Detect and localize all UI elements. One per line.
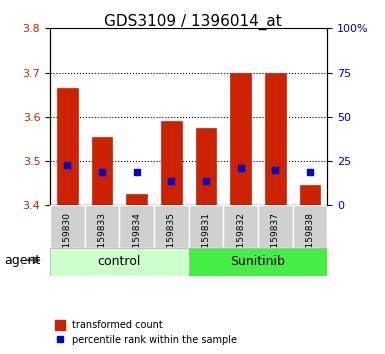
FancyBboxPatch shape	[50, 248, 189, 276]
FancyBboxPatch shape	[258, 205, 293, 248]
FancyBboxPatch shape	[85, 205, 119, 248]
Text: GSM159838: GSM159838	[305, 212, 315, 267]
Bar	[57, 88, 78, 205]
Text: Sunitinib: Sunitinib	[231, 256, 285, 268]
Text: GSM159831: GSM159831	[201, 212, 211, 267]
Bar	[300, 185, 320, 205]
Bar	[161, 121, 182, 205]
FancyBboxPatch shape	[119, 205, 154, 248]
FancyBboxPatch shape	[50, 205, 85, 248]
FancyBboxPatch shape	[293, 205, 327, 248]
Text: GSM159834: GSM159834	[132, 212, 141, 267]
FancyBboxPatch shape	[189, 248, 327, 276]
FancyBboxPatch shape	[223, 205, 258, 248]
Bar	[230, 73, 251, 205]
Text: GSM159832: GSM159832	[236, 212, 245, 267]
Text: GDS3109 / 1396014_at: GDS3109 / 1396014_at	[104, 14, 281, 30]
Text: GSM159835: GSM159835	[167, 212, 176, 267]
Bar	[196, 128, 216, 205]
FancyBboxPatch shape	[189, 205, 223, 248]
Text: agent: agent	[4, 254, 40, 267]
FancyBboxPatch shape	[154, 205, 189, 248]
Bar	[265, 73, 286, 205]
Text: control: control	[98, 256, 141, 268]
Text: GSM159837: GSM159837	[271, 212, 280, 267]
Text: GSM159830: GSM159830	[63, 212, 72, 267]
Legend: transformed count, percentile rank within the sample: transformed count, percentile rank withi…	[55, 320, 238, 345]
Text: GSM159833: GSM159833	[97, 212, 107, 267]
Bar	[126, 194, 147, 205]
Bar	[92, 137, 112, 205]
